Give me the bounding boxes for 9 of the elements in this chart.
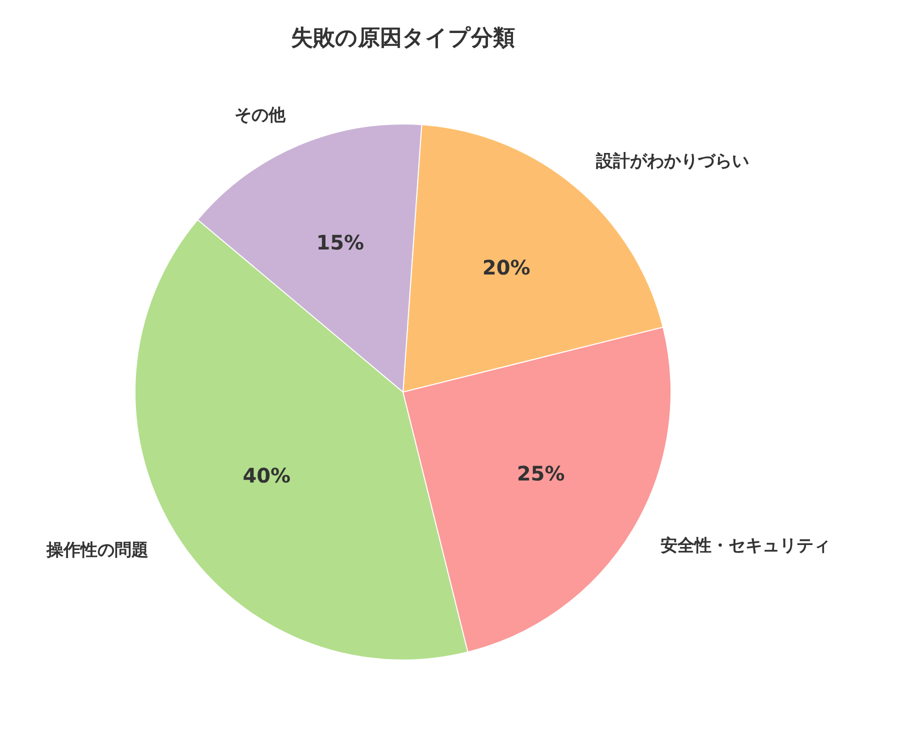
slice-label: 操作性の問題 — [45, 540, 148, 561]
data-label: 15% — [316, 230, 364, 254]
chart-title: 失敗の原因タイプ分類 — [291, 26, 515, 51]
slice-label: その他 — [234, 105, 287, 126]
data-label: 25% — [516, 461, 565, 486]
slice-label: 安全性・セキュリティ — [660, 536, 830, 556]
data-label: 40% — [242, 464, 291, 488]
data-label: 20% — [482, 255, 530, 280]
slice-label: 設計がわかりづらい — [594, 152, 749, 172]
